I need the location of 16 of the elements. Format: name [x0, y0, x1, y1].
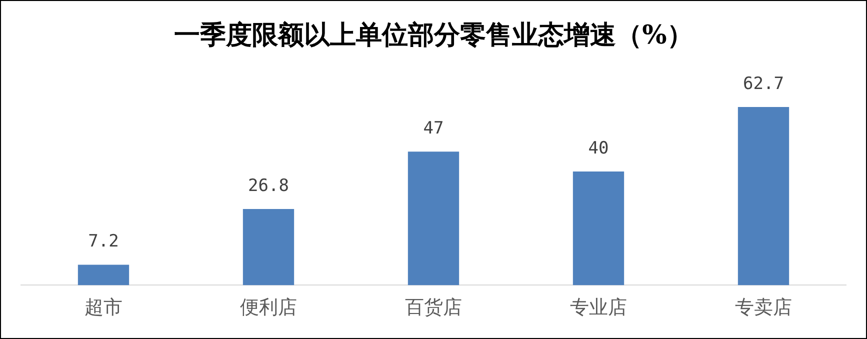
x-tick-label: 百货店: [405, 296, 462, 319]
x-tick-label: 专业店: [570, 296, 627, 319]
x-tick-label: 超市: [84, 296, 122, 319]
chart-title: 一季度限额以上单位部分零售业态增速（%）: [174, 20, 693, 50]
data-label: 62.7: [743, 74, 784, 94]
data-label: 26.8: [248, 176, 289, 196]
bar: [738, 106, 790, 286]
bar: [242, 209, 294, 286]
bar: [408, 152, 460, 286]
x-tick-label: 专卖店: [735, 296, 792, 319]
bar: [572, 171, 624, 286]
data-label: 7.2: [88, 232, 119, 252]
data-label: 40: [588, 138, 609, 158]
data-label: 47: [423, 118, 444, 139]
x-tick-label: 便利店: [240, 296, 297, 319]
bar: [78, 264, 130, 286]
